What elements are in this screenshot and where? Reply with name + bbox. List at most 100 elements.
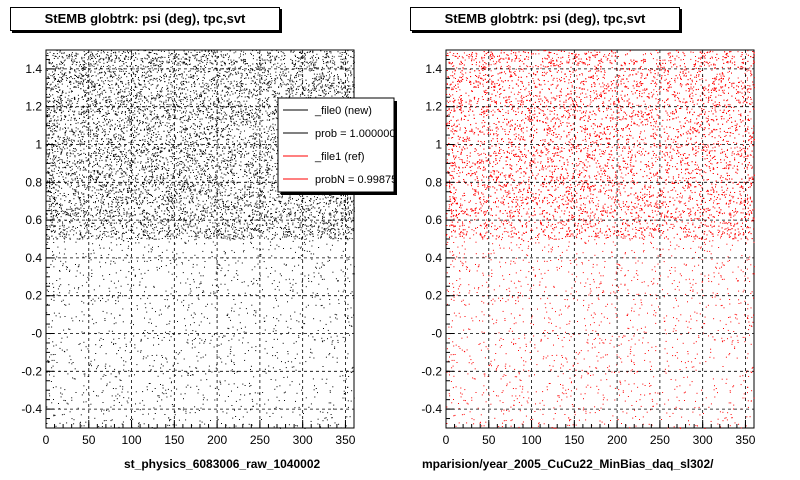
- scatter-point: [215, 119, 217, 121]
- scatter-point: [118, 184, 120, 186]
- scatter-point: [74, 119, 76, 121]
- scatter-point: [345, 224, 347, 226]
- scatter-point: [191, 195, 193, 197]
- scatter-point: [168, 82, 170, 84]
- scatter-point: [274, 166, 276, 168]
- scatter-point: [116, 209, 118, 211]
- scatter-point: [214, 103, 216, 105]
- scatter-point: [202, 214, 204, 216]
- scatter-point: [47, 52, 49, 54]
- scatter-point: [121, 191, 123, 193]
- scatter-point: [115, 67, 117, 69]
- scatter-point: [304, 235, 306, 237]
- scatter-point: [107, 195, 108, 197]
- scatter-point: [46, 112, 48, 113]
- scatter-point: [120, 184, 122, 186]
- scatter-point: [203, 161, 205, 162]
- scatter-point: [53, 180, 55, 181]
- scatter-point: [243, 62, 244, 64]
- scatter-point: [99, 212, 101, 213]
- scatter-point: [170, 174, 172, 176]
- scatter-point: [276, 227, 278, 228]
- scatter-point: [138, 233, 140, 235]
- scatter-point: [67, 214, 69, 216]
- scatter-point: [124, 148, 126, 150]
- scatter-point: [193, 184, 195, 186]
- scatter-point: [87, 107, 88, 109]
- scatter-point: [49, 178, 50, 180]
- scatter-point: [198, 163, 200, 164]
- scatter-point: [138, 77, 139, 78]
- scatter-point: [306, 66, 308, 68]
- scatter-point: [243, 51, 245, 53]
- scatter-point: [248, 170, 250, 172]
- scatter-point: [209, 153, 211, 155]
- scatter-point: [138, 109, 140, 111]
- scatter-point: [223, 57, 225, 59]
- scatter-point: [123, 213, 125, 215]
- scatter-point: [91, 80, 93, 82]
- scatter-point: [83, 89, 85, 91]
- scatter-point: [209, 133, 211, 135]
- scatter-point: [203, 102, 205, 104]
- scatter-point: [146, 54, 148, 56]
- scatter-point: [193, 90, 195, 92]
- scatter-point: [144, 114, 146, 116]
- scatter-point: [193, 123, 195, 125]
- scatter-point: [340, 80, 342, 82]
- scatter-point: [110, 74, 112, 76]
- scatter-point: [166, 88, 168, 90]
- scatter-point: [152, 148, 154, 150]
- scatter-point: [267, 167, 269, 169]
- scatter-point: [118, 57, 120, 59]
- scatter-point: [191, 84, 193, 86]
- scatter-point: [170, 196, 171, 198]
- scatter-point: [176, 69, 177, 71]
- scatter-point: [166, 75, 167, 77]
- scatter-point: [65, 77, 67, 79]
- scatter-point: [196, 60, 198, 62]
- scatter-point: [272, 222, 273, 224]
- scatter-point: [84, 95, 86, 97]
- scatter-point: [167, 170, 169, 171]
- scatter-point: [329, 74, 330, 76]
- scatter-point: [209, 236, 211, 238]
- scatter-point: [168, 50, 170, 52]
- scatter-point: [164, 56, 166, 58]
- scatter-point: [207, 196, 209, 197]
- scatter-point: [53, 238, 54, 240]
- scatter-point: [209, 79, 211, 81]
- scatter-point: [198, 109, 200, 111]
- scatter-point: [106, 211, 108, 212]
- scatter-point: [289, 93, 291, 95]
- scatter-point: [112, 64, 114, 66]
- scatter-point: [308, 91, 310, 93]
- scatter-point: [85, 212, 87, 214]
- scatter-point: [246, 230, 248, 232]
- scatter-point: [281, 63, 283, 65]
- scatter-point: [137, 110, 139, 112]
- scatter-point: [110, 217, 112, 219]
- scatter-point: [304, 59, 306, 61]
- scatter-point: [84, 186, 86, 188]
- scatter-point: [87, 214, 89, 216]
- scatter-point: [134, 137, 136, 139]
- scatter-point: [62, 76, 64, 78]
- scatter-point: [172, 91, 174, 93]
- scatter-point: [136, 189, 138, 191]
- scatter-point: [47, 114, 48, 116]
- scatter-point: [99, 215, 101, 217]
- scatter-point: [59, 110, 61, 111]
- scatter-point: [91, 235, 92, 237]
- scatter-point: [312, 51, 314, 53]
- scatter-point: [118, 149, 120, 150]
- scatter-point: [127, 58, 129, 60]
- scatter-point: [281, 96, 283, 98]
- scatter-point: [77, 122, 79, 124]
- scatter-point: [296, 57, 298, 58]
- scatter-point: [191, 158, 193, 160]
- scatter-point: [281, 205, 283, 207]
- scatter-point: [215, 228, 217, 230]
- scatter-point: [312, 59, 314, 61]
- scatter-point: [292, 51, 294, 53]
